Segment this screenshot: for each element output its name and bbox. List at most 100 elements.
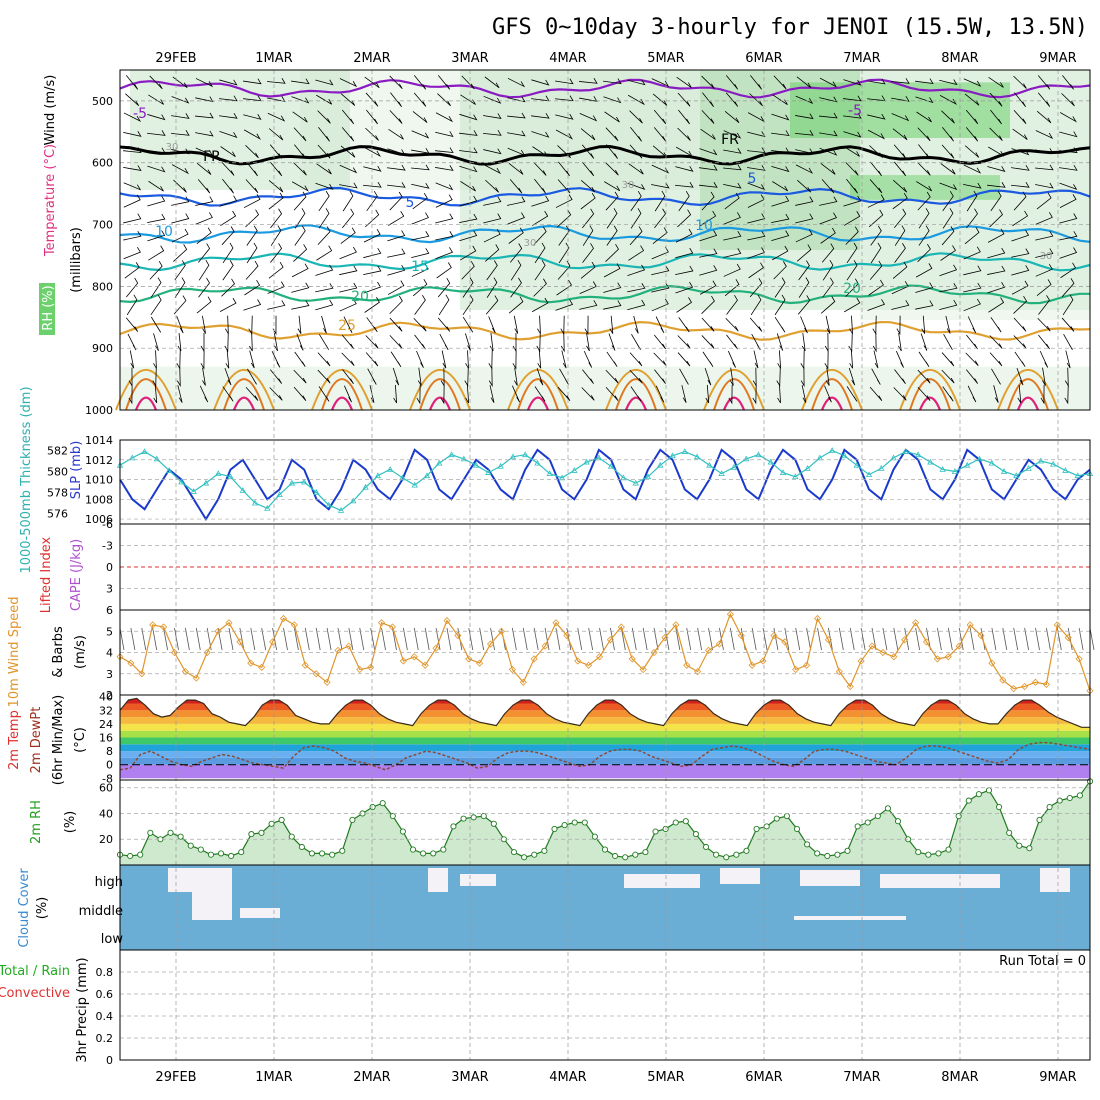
wind-barb [1013, 75, 1027, 89]
rh-shading-low [120, 366, 1090, 410]
rh-marker [440, 846, 447, 853]
wind-barb [846, 260, 858, 281]
wind-barb [795, 95, 814, 105]
ylabel-rain: Total / Rain [0, 964, 70, 979]
wind-barb [723, 148, 742, 154]
wind-speed-marker [378, 619, 386, 627]
wind-barb [987, 282, 1006, 294]
wind-barb [963, 282, 982, 293]
wind-barb [819, 196, 838, 206]
wind-barb-10m [773, 627, 779, 651]
contour-label-15: 15 [411, 259, 429, 275]
wind-barb [318, 208, 330, 229]
wind-barb [701, 335, 715, 349]
wind-barb [123, 213, 142, 224]
wind-speed-marker [192, 674, 200, 682]
wind-barb [894, 225, 906, 246]
wind-barb [896, 350, 904, 368]
wind-barb [171, 164, 189, 175]
rh-marker [511, 849, 518, 856]
run-total-label: Run Total = 0 [999, 954, 1086, 969]
wind-barb [219, 113, 238, 119]
wind-barb [366, 317, 378, 333]
thickness-marker [472, 461, 480, 468]
wind-speed-marker [748, 661, 756, 669]
thickness-marker [374, 472, 382, 479]
wind-barb-10m [795, 627, 801, 651]
wind-speed-marker [955, 642, 963, 650]
wind-barb [869, 145, 883, 158]
wind-barb [440, 384, 445, 405]
wind-barb [339, 282, 358, 293]
wind-barb [653, 109, 667, 125]
wind-barb [195, 147, 214, 157]
wind-speed-marker [410, 653, 418, 661]
y-tick-wind: 5 [106, 625, 113, 638]
wind-barb [222, 260, 234, 281]
wind-barb-10m [806, 627, 812, 651]
wind-barb [147, 147, 166, 154]
thickness-marker [718, 470, 725, 476]
wind-barb [171, 130, 190, 136]
wind-barb [728, 350, 736, 368]
wind-speed-marker [486, 640, 495, 648]
wind-barb [748, 262, 764, 279]
wind-speed-marker [138, 670, 146, 678]
wind-barb [485, 179, 499, 193]
wind-speed-marker [835, 668, 843, 676]
wind-barb [1035, 264, 1053, 277]
rh-marker [955, 813, 962, 820]
wind-barb [921, 315, 926, 334]
wind-barb [582, 225, 594, 246]
wind-speed-marker [704, 646, 713, 654]
wind-barb [801, 385, 807, 403]
wind-barb [462, 277, 474, 298]
thickness-marker [669, 452, 676, 459]
wind-barb [318, 386, 330, 402]
wind-barb [196, 227, 212, 244]
wind-barb [459, 165, 478, 173]
wind-barb [771, 245, 789, 261]
wind-barb [267, 78, 286, 84]
wind-barb [343, 316, 353, 333]
wind-barb-10m [555, 627, 561, 651]
wind-barb [459, 130, 478, 136]
wind-barb [966, 190, 978, 212]
wind-barb [533, 278, 547, 297]
rh-marker [450, 823, 457, 830]
rh-marker [632, 851, 639, 858]
wind-speed-marker [857, 657, 865, 665]
wind-barb [1013, 191, 1027, 211]
temp-line [119, 697, 1090, 728]
wind-speed-marker [454, 631, 462, 640]
rh-marker [723, 854, 730, 861]
wind-barb [171, 148, 190, 155]
wind-barb [363, 265, 382, 276]
wind-barb-10m [1046, 627, 1051, 651]
wind-barb [606, 225, 618, 246]
wind-barb [411, 263, 429, 277]
thickness-marker [730, 463, 738, 470]
contour-hot [526, 396, 550, 411]
wind-barb [699, 265, 718, 276]
wind-barb [387, 280, 405, 295]
wind-barb [363, 248, 382, 259]
wind-barb [270, 208, 283, 229]
wind-barb [363, 165, 382, 172]
wind-barb [843, 131, 862, 138]
wind-barb [819, 147, 838, 156]
wind-barb [317, 110, 331, 124]
y-tick-rh: 40 [99, 807, 113, 820]
wind-speed-marker [563, 631, 571, 640]
wind-barb [1035, 164, 1054, 171]
rh-marker [935, 850, 942, 857]
rh-marker [854, 823, 861, 830]
wind-barb [677, 127, 691, 141]
thickness-line [119, 449, 1091, 512]
wind-barb [892, 192, 908, 210]
cloud-block [460, 874, 496, 886]
date-label-top: 8MAR [941, 51, 978, 66]
wind-barb [555, 194, 573, 208]
rh-marker [1046, 803, 1053, 811]
wind-barb [318, 190, 330, 212]
